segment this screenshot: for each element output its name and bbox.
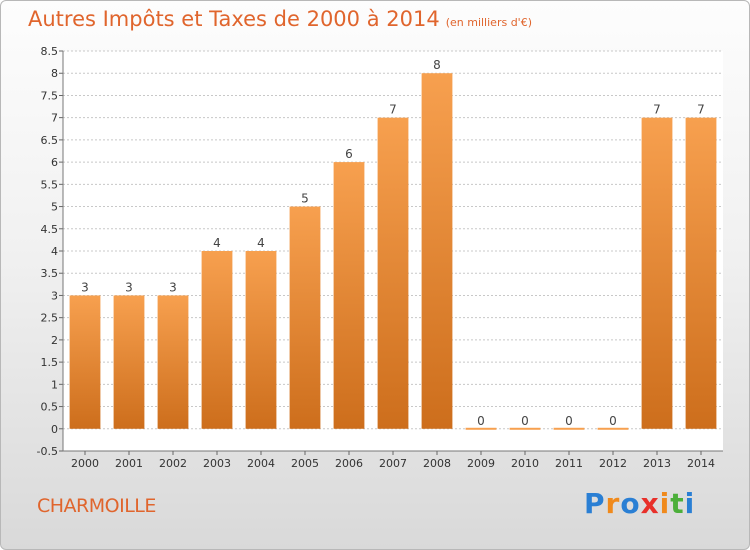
data-label: 3 — [169, 280, 177, 294]
bar — [157, 295, 189, 429]
logo-letter: t — [670, 487, 685, 520]
x-tick-label: 2007 — [379, 457, 407, 470]
data-label: 0 — [521, 414, 529, 428]
bar — [641, 117, 673, 429]
x-tick-label: 2013 — [643, 457, 671, 470]
data-label: 4 — [257, 236, 265, 250]
data-label: 4 — [213, 236, 221, 250]
data-label: 0 — [609, 414, 617, 428]
bar — [509, 427, 541, 430]
y-tick-label: 4 — [51, 245, 58, 258]
y-tick-label: 4.5 — [41, 223, 59, 236]
y-tick-label: 7 — [51, 112, 58, 125]
bar — [377, 117, 409, 429]
logo-letter: r — [605, 487, 621, 520]
bar — [245, 251, 277, 429]
y-tick-label: 0 — [51, 423, 58, 436]
bar — [201, 251, 233, 429]
y-tick-label: 7.5 — [41, 89, 59, 102]
y-tick-label: 6.5 — [41, 134, 59, 147]
y-tick-label: 8 — [51, 67, 58, 80]
logo-letter: P — [584, 487, 606, 520]
chart-unit-note: (en milliers d'€) — [445, 16, 532, 29]
data-label: 7 — [653, 103, 661, 117]
y-tick-label: 1 — [51, 378, 58, 391]
x-tick-label: 2004 — [247, 457, 275, 470]
y-tick-label: 1.5 — [41, 356, 59, 369]
data-label: 0 — [565, 414, 573, 428]
proxiti-logo: Proxiti — [584, 487, 695, 523]
data-label: 0 — [477, 414, 485, 428]
x-tick-label: 2012 — [599, 457, 627, 470]
logo-letter: o — [620, 487, 641, 520]
y-tick-label: -0.5 — [37, 445, 58, 458]
logo-letter: x — [640, 487, 660, 520]
data-label: 7 — [389, 103, 397, 117]
data-label: 3 — [125, 280, 133, 294]
x-tick-label: 2011 — [555, 457, 583, 470]
bar — [597, 427, 629, 430]
commune-name: CHARMOILLE — [37, 495, 156, 517]
data-label: 3 — [81, 280, 89, 294]
data-label: 5 — [301, 192, 309, 206]
x-tick-label: 2000 — [71, 457, 99, 470]
y-tick-label: 2.5 — [41, 312, 59, 325]
x-tick-label: 2008 — [423, 457, 451, 470]
logo-letter: i — [684, 487, 696, 520]
data-label: 6 — [345, 147, 353, 161]
y-tick-label: 5 — [51, 201, 58, 214]
bar — [333, 162, 365, 429]
bar — [553, 427, 585, 430]
x-tick-label: 2003 — [203, 457, 231, 470]
y-tick-label: 3 — [51, 289, 58, 302]
x-tick-label: 2009 — [467, 457, 495, 470]
x-tick-label: 2010 — [511, 457, 539, 470]
bar — [421, 73, 453, 429]
x-tick-label: 2001 — [115, 457, 143, 470]
y-tick-label: 0.5 — [41, 401, 59, 414]
data-label: 8 — [433, 58, 441, 72]
data-label: 7 — [697, 103, 705, 117]
logo-letter: i — [659, 487, 671, 520]
bar — [289, 206, 321, 429]
x-tick-label: 2005 — [291, 457, 319, 470]
chart-title: Autres Impôts et Taxes de 2000 à 2014 (en… — [28, 7, 532, 31]
bar — [113, 295, 145, 429]
x-tick-label: 2006 — [335, 457, 363, 470]
chart-title-text: Autres Impôts et Taxes de 2000 à 2014 — [28, 7, 440, 31]
x-tick-label: 2002 — [159, 457, 187, 470]
y-tick-label: 8.5 — [41, 45, 59, 58]
y-tick-label: 3.5 — [41, 267, 59, 280]
x-tick-label: 2014 — [687, 457, 715, 470]
y-tick-label: 5.5 — [41, 178, 59, 191]
bar — [69, 295, 101, 429]
y-tick-label: 2 — [51, 334, 58, 347]
bar — [685, 117, 717, 429]
bar — [465, 427, 497, 430]
y-tick-label: 6 — [51, 156, 58, 169]
